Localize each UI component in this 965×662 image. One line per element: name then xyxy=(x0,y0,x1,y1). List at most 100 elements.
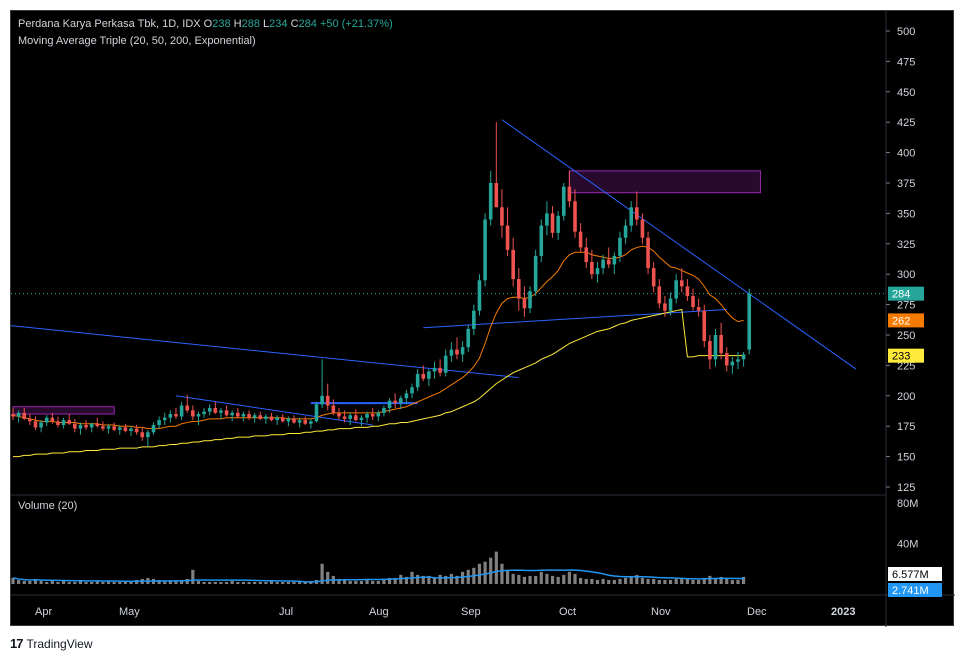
volume-bar xyxy=(528,575,532,584)
time-tick-label: Jul xyxy=(279,606,293,618)
candle-body xyxy=(89,423,94,428)
candle-body xyxy=(421,373,426,379)
candle-body xyxy=(483,219,487,281)
candle-body xyxy=(370,414,375,417)
candle-body xyxy=(101,426,105,429)
candle-body xyxy=(415,373,420,388)
price-badge-label: 284 xyxy=(892,289,910,301)
volume-badge-volume-last: 6.577M xyxy=(888,567,942,581)
candle-body xyxy=(157,420,161,425)
volume-bar xyxy=(730,579,734,584)
candle-body xyxy=(663,303,667,311)
open-value: 238 xyxy=(212,18,231,30)
volume-bar xyxy=(685,578,689,584)
volume-bar xyxy=(477,563,482,584)
candle-body xyxy=(123,427,128,432)
candle-body xyxy=(50,417,55,422)
volume-bar xyxy=(292,581,296,584)
chart-frame[interactable]: 500 475 450 425 400 375 350 325 300 275 250 225 200 1… xyxy=(10,10,955,627)
volume-bar xyxy=(736,579,740,584)
candle-body xyxy=(730,361,735,366)
candle-body xyxy=(33,421,38,428)
candle-body xyxy=(16,412,21,417)
symbol-title[interactable]: Perdana Karya Perkasa Tbk, 1D, IDX xyxy=(18,18,201,30)
volume-bar xyxy=(365,579,369,584)
candle-body xyxy=(713,335,718,360)
volume-bar xyxy=(539,571,543,584)
low-label: L xyxy=(263,18,270,30)
price-tick-label: 500 xyxy=(897,26,915,38)
candle-body xyxy=(106,426,111,429)
time-tick-label: Apr xyxy=(35,606,52,618)
candle-body xyxy=(533,255,538,292)
volume-bar xyxy=(180,579,184,584)
chart-canvas[interactable]: 500 475 450 425 400 375 350 325 300 275 250 225 200 1… xyxy=(11,11,955,627)
volume-bar xyxy=(399,574,403,584)
volume-badge-bg xyxy=(888,583,942,597)
volume-bar xyxy=(22,580,26,584)
candle-body xyxy=(696,307,701,311)
candle-body xyxy=(191,410,195,417)
tradingview-brand[interactable]: TradingView xyxy=(26,636,93,651)
volume-bar xyxy=(376,580,380,584)
candle-body xyxy=(449,349,454,356)
candle-body xyxy=(112,426,116,430)
volume-bar xyxy=(556,576,560,584)
candle-body xyxy=(618,237,622,256)
candle-body xyxy=(500,207,504,226)
candle-body xyxy=(410,387,414,394)
candle-body xyxy=(472,310,476,329)
candles xyxy=(11,122,752,447)
volume-bar xyxy=(421,575,425,584)
volume-bar xyxy=(258,581,262,584)
volume-bar xyxy=(157,579,161,584)
volume-bar xyxy=(500,563,504,584)
volume-bar xyxy=(483,561,487,584)
volume-bar xyxy=(123,581,127,584)
candle-body xyxy=(219,410,223,413)
volume-bar xyxy=(680,577,684,584)
indicator-title[interactable]: Moving Average Triple (20, 50, 200, Expo… xyxy=(18,35,256,47)
price-tick-label: 400 xyxy=(897,148,915,160)
close-label: C xyxy=(290,18,299,30)
candle-body xyxy=(196,414,201,417)
candle-body xyxy=(573,201,577,232)
volume-bar xyxy=(202,581,206,584)
volume-bar xyxy=(640,577,645,584)
trendline-long-descending xyxy=(11,325,519,379)
price-badge-last-price: 284 xyxy=(888,286,924,301)
candle-body xyxy=(236,412,240,417)
candle-body xyxy=(359,417,364,421)
volume-bar xyxy=(691,579,695,584)
candle-body xyxy=(286,418,291,422)
volume-bar xyxy=(342,579,347,584)
candle-body xyxy=(230,412,234,416)
tradingview-logo-icon[interactable]: 17 xyxy=(10,636,24,651)
price-tick-label: 200 xyxy=(897,391,915,403)
candle-body xyxy=(595,268,600,275)
candle-body xyxy=(635,207,639,220)
volume-bar xyxy=(657,579,661,584)
candle-body xyxy=(117,427,122,430)
candle-body xyxy=(185,405,190,411)
candle-body xyxy=(258,415,263,419)
price-tick-label: 125 xyxy=(897,482,915,494)
volume-bar xyxy=(236,581,240,584)
candle-body xyxy=(466,328,471,348)
volume-panel-title[interactable]: Volume (20) xyxy=(18,500,78,512)
candle-body xyxy=(168,414,173,418)
trendline-may-jul xyxy=(175,395,373,426)
candle-body xyxy=(213,407,218,413)
candle-body xyxy=(584,247,589,263)
candle-body xyxy=(561,186,566,216)
volume-bar xyxy=(118,581,122,584)
close-value: 284 xyxy=(298,18,317,30)
price-badge-bg xyxy=(888,348,924,363)
volume-bar xyxy=(17,579,21,584)
volume-bar xyxy=(185,578,189,584)
volume-bar xyxy=(163,580,167,584)
volume-bar xyxy=(61,580,66,584)
candle-body xyxy=(269,416,274,421)
candle-body xyxy=(78,424,83,429)
candle-body xyxy=(443,355,448,373)
